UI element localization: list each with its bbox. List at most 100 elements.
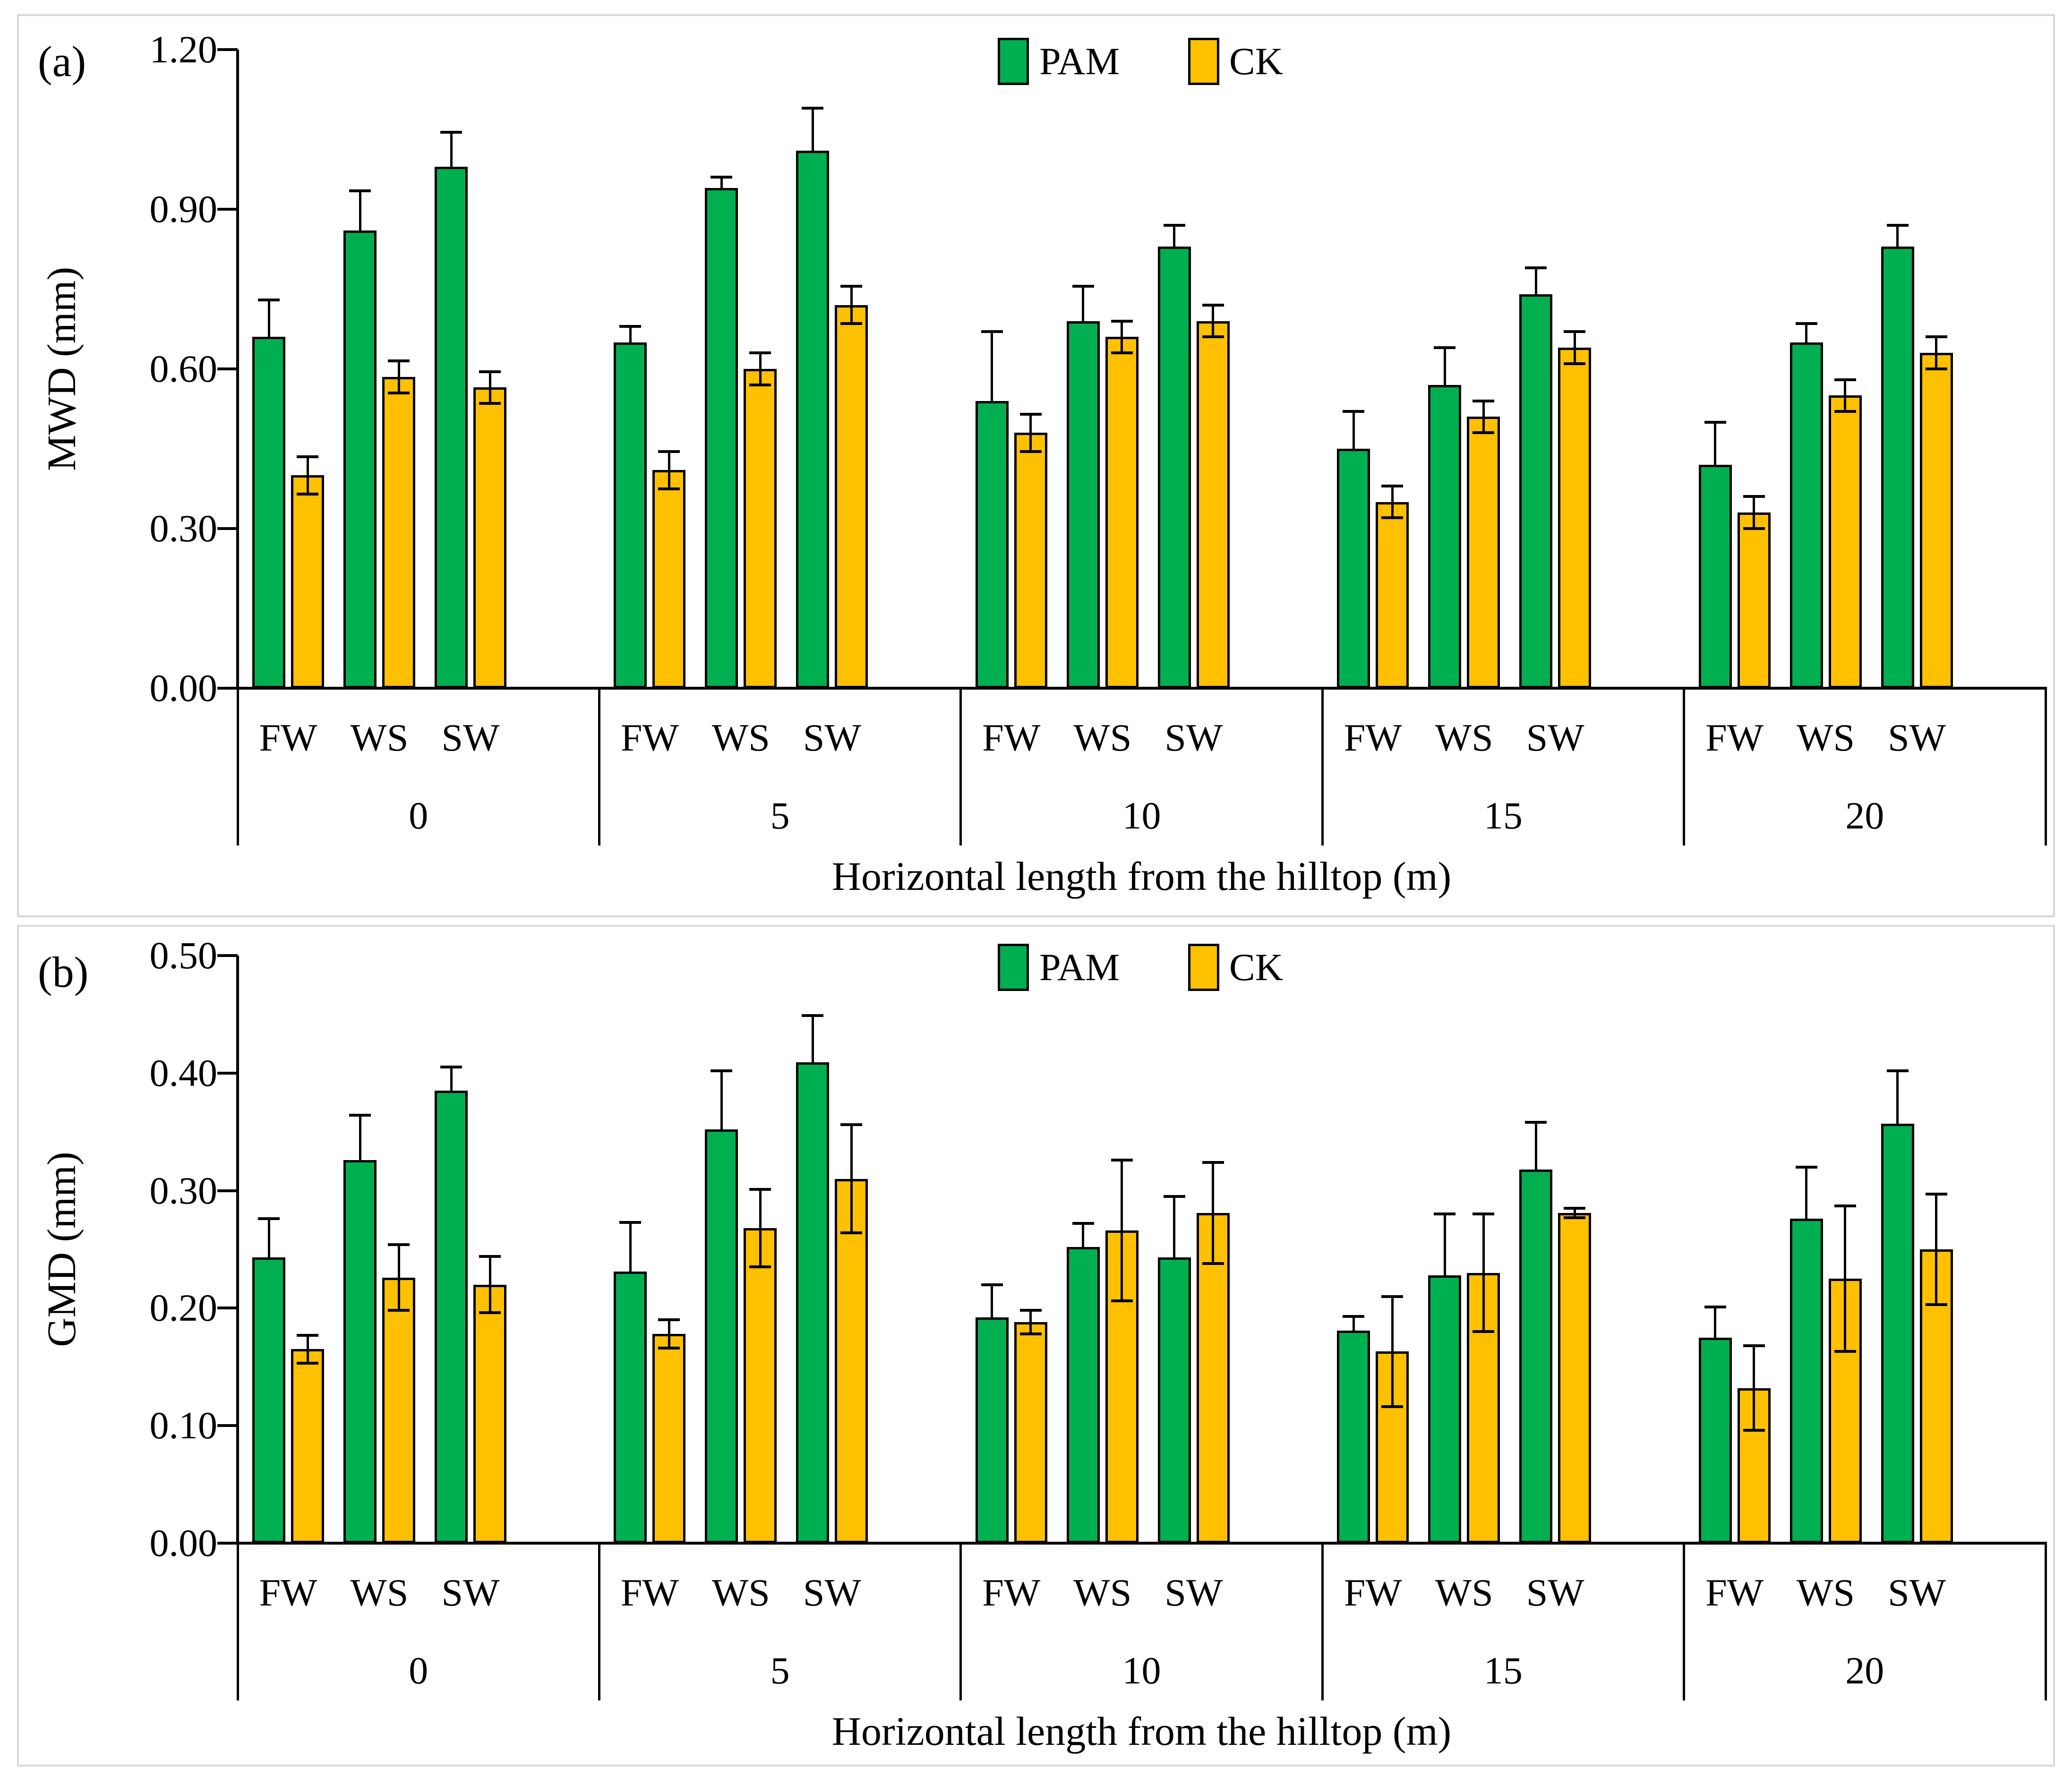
subgroup-label: SW bbox=[803, 1571, 861, 1614]
error-bar-cap-top bbox=[1525, 1121, 1547, 1124]
error-bar-whisker bbox=[306, 456, 309, 494]
bar-pam bbox=[975, 401, 1009, 688]
error-bar-whisker bbox=[1805, 324, 1808, 342]
bar-pam bbox=[252, 1257, 285, 1543]
bar-ck bbox=[652, 1334, 686, 1543]
error-bar-whisker bbox=[1935, 337, 1938, 369]
error-bar-cap-top bbox=[1072, 285, 1094, 288]
group-divider bbox=[1683, 1543, 1686, 1700]
error-bar-cap-top bbox=[1473, 399, 1495, 402]
error-bar-cap-bottom bbox=[297, 1362, 318, 1365]
bar-pam bbox=[343, 231, 377, 688]
y-tick-label: 0.00 bbox=[149, 1521, 218, 1564]
subgroup-label: SW bbox=[441, 1571, 500, 1614]
error-bar-cap-bottom bbox=[1564, 1216, 1586, 1219]
error-bar-cap-bottom bbox=[749, 1265, 771, 1269]
error-bar-cap-top bbox=[1381, 1295, 1404, 1298]
error-bar-cap-bottom bbox=[1834, 1350, 1856, 1353]
error-bar-whisker bbox=[720, 1070, 723, 1130]
bar-pam bbox=[435, 166, 468, 688]
error-bar-cap-bottom bbox=[1473, 431, 1495, 435]
error-bar-whisker bbox=[1121, 321, 1123, 353]
error-bar-cap-top bbox=[1163, 1195, 1185, 1198]
error-bar-cap-bottom bbox=[1743, 1429, 1765, 1432]
error-bar-cap-top bbox=[1925, 335, 1947, 339]
error-bar-cap-top bbox=[658, 1318, 680, 1322]
subgroup-label: SW bbox=[1164, 1571, 1223, 1614]
error-bar-cap-top bbox=[1381, 484, 1404, 487]
error-bar-cap-bottom bbox=[479, 1311, 501, 1315]
error-bar-cap-top bbox=[802, 106, 824, 110]
group-divider bbox=[236, 688, 239, 846]
error-bar-whisker bbox=[1753, 1346, 1755, 1431]
error-bar-cap-bottom bbox=[658, 1346, 680, 1349]
error-bar-cap-top bbox=[1343, 1315, 1365, 1318]
error-bar-cap-bottom bbox=[749, 383, 771, 386]
y-tick bbox=[217, 48, 238, 51]
bar-pam bbox=[614, 342, 647, 688]
legend-label: CK bbox=[1229, 40, 1283, 83]
error-bar-cap-bottom bbox=[1111, 351, 1133, 355]
legend-label: PAM bbox=[1039, 946, 1120, 989]
subgroup-label: WS bbox=[1435, 716, 1493, 759]
bar-pam bbox=[1881, 1123, 1914, 1543]
legend-swatch-pam bbox=[998, 944, 1029, 991]
subgroup-label: SW bbox=[441, 716, 500, 759]
bar-pam bbox=[1881, 246, 1914, 688]
group-divider bbox=[959, 1543, 962, 1700]
bar-pam bbox=[705, 1129, 738, 1543]
error-bar-cap-top bbox=[1564, 330, 1586, 333]
error-bar-whisker bbox=[1173, 225, 1176, 247]
error-bar-whisker bbox=[1173, 1196, 1176, 1258]
bar-ck bbox=[1467, 417, 1500, 688]
legend-swatch-ck bbox=[1188, 944, 1219, 991]
error-bar-whisker bbox=[1212, 305, 1215, 337]
error-bar-cap-top bbox=[1434, 1213, 1456, 1216]
error-bar-cap-bottom bbox=[479, 402, 501, 405]
error-bar-whisker bbox=[1212, 1162, 1215, 1264]
error-bar-cap-top bbox=[840, 285, 863, 288]
x-axis-line bbox=[236, 1542, 2047, 1545]
error-bar-cap-top bbox=[297, 1333, 318, 1337]
legend-label: CK bbox=[1229, 946, 1283, 989]
error-bar-cap-top bbox=[440, 1066, 462, 1069]
error-bar-cap-top bbox=[802, 1014, 824, 1017]
bar-pam bbox=[1428, 1275, 1462, 1543]
error-bar-whisker bbox=[1121, 1160, 1123, 1301]
error-bar-cap-top bbox=[1704, 420, 1726, 424]
panel-label: (b) bbox=[38, 948, 89, 996]
error-bar-cap-bottom bbox=[388, 391, 410, 394]
error-bar-cap-top bbox=[711, 1069, 733, 1072]
y-tick-label: 0.90 bbox=[149, 188, 218, 231]
error-bar-cap-bottom bbox=[1743, 527, 1765, 530]
bar-ck bbox=[744, 369, 777, 688]
y-tick bbox=[217, 1307, 238, 1310]
bar-ck bbox=[1014, 1322, 1047, 1543]
group-label: 20 bbox=[1845, 794, 1884, 837]
subgroup-label: WS bbox=[1797, 1571, 1855, 1614]
error-bar-cap-top bbox=[1795, 1165, 1817, 1169]
subgroup-label: FW bbox=[620, 716, 679, 759]
error-bar-whisker bbox=[488, 371, 491, 404]
error-bar-cap-top bbox=[1525, 266, 1547, 269]
error-bar-cap-top bbox=[258, 1217, 280, 1221]
error-bar-whisker bbox=[1029, 1310, 1032, 1334]
group-divider bbox=[236, 1543, 239, 1700]
y-tick-label: 0.00 bbox=[149, 666, 218, 709]
bar-pam bbox=[1428, 384, 1462, 688]
y-tick bbox=[217, 954, 238, 957]
bar-pam bbox=[343, 1160, 377, 1543]
error-bar-whisker bbox=[1482, 1214, 1485, 1332]
error-bar-cap-top bbox=[1019, 1309, 1042, 1312]
bar-ck bbox=[1737, 512, 1771, 688]
y-tick-label: 0.50 bbox=[149, 934, 218, 977]
bar-ck bbox=[291, 1349, 324, 1543]
bar-pam bbox=[796, 1062, 830, 1543]
y-tick bbox=[217, 1189, 238, 1192]
y-tick-label: 1.20 bbox=[149, 28, 218, 71]
error-bar-whisker bbox=[397, 1245, 400, 1311]
error-bar-whisker bbox=[991, 332, 993, 401]
bar-pam bbox=[435, 1091, 468, 1543]
bar-pam bbox=[705, 188, 738, 688]
bar-ck bbox=[382, 1277, 415, 1543]
